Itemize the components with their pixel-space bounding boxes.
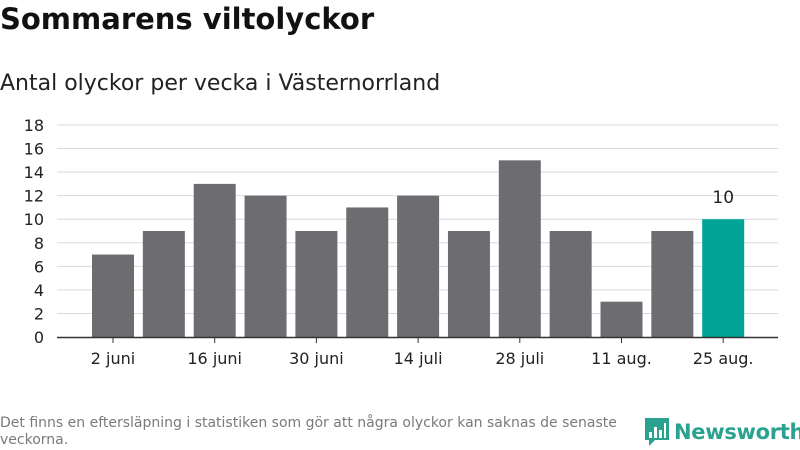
- bar: [142, 231, 185, 337]
- chart-title: Sommarens viltolyckor: [0, 2, 375, 36]
- x-tick-label: 16 juni: [187, 349, 242, 368]
- y-tick-label: 16: [24, 140, 44, 159]
- brand-logo: Newsworthy: [645, 418, 800, 446]
- x-tick-label: 28 juli: [495, 349, 544, 368]
- x-tick-label: 25 aug.: [693, 349, 754, 368]
- y-tick-label: 8: [34, 234, 44, 253]
- y-tick-label: 2: [34, 304, 44, 323]
- x-tick-label: 14 juli: [394, 349, 443, 368]
- x-tick-label: 30 juni: [289, 349, 344, 368]
- bar-highlight: [702, 219, 745, 337]
- y-tick-label: 12: [24, 187, 44, 206]
- bar: [600, 301, 643, 337]
- bar: [244, 195, 287, 337]
- y-tick-label: 6: [34, 257, 44, 276]
- x-tick-label: 2 juni: [91, 349, 135, 368]
- bar: [397, 195, 440, 337]
- bar: [447, 231, 490, 337]
- y-tick-label: 18: [24, 116, 44, 135]
- chart-subtitle: Antal olyckor per vecka i Västernorrland: [0, 71, 441, 96]
- bar: [92, 254, 134, 337]
- bar: [193, 183, 236, 337]
- bar: [549, 231, 592, 337]
- bar: [295, 231, 338, 337]
- data-label: 10: [712, 188, 734, 208]
- bar: [346, 207, 389, 337]
- x-tick-label: 11 aug.: [591, 349, 652, 368]
- brand-name: Newsworthy: [674, 420, 800, 444]
- bar-chart-speech-bubble-icon: [645, 418, 669, 446]
- y-tick-label: 0: [34, 328, 44, 347]
- bar: [651, 231, 694, 337]
- footnote: Det finns en eftersläpning i statistiken…: [0, 415, 617, 448]
- y-tick-label: 10: [24, 210, 44, 229]
- y-tick-label: 4: [34, 281, 44, 300]
- bar: [498, 160, 541, 337]
- y-tick-label: 14: [24, 163, 44, 182]
